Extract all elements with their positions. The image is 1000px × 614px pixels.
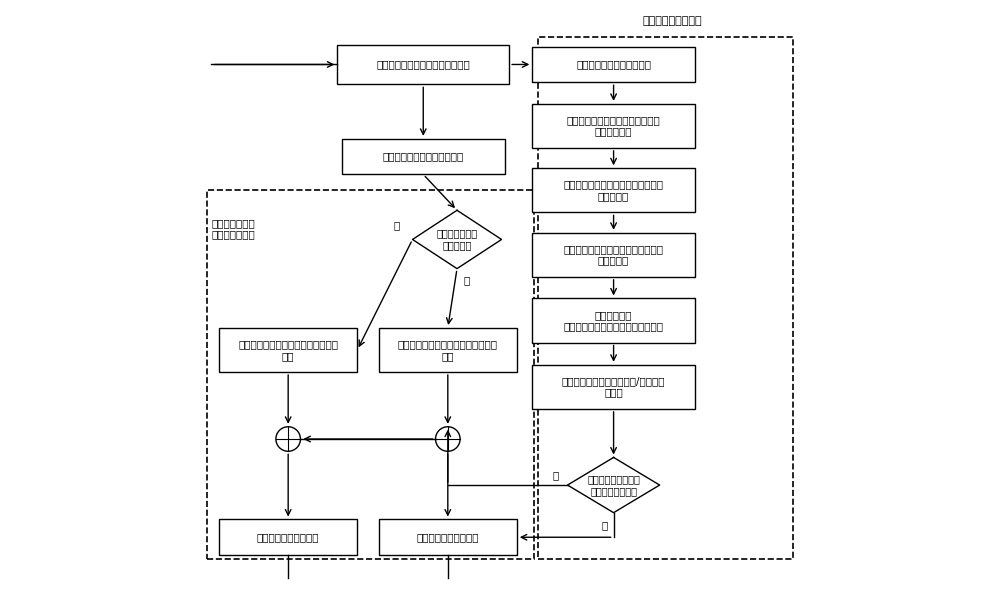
Text: 控制粗瞄机构进行跟踪: 控制粗瞄机构进行跟踪 — [417, 532, 479, 542]
Text: 计算前馈跟踪补偿量: 计算前馈跟踪补偿量 — [642, 17, 702, 26]
Text: 是: 是 — [394, 220, 400, 230]
Text: 否: 否 — [552, 470, 558, 480]
FancyBboxPatch shape — [532, 365, 695, 409]
Text: 控制精瞄机构进行跟踪: 控制精瞄机构进行跟踪 — [257, 532, 319, 542]
FancyBboxPatch shape — [219, 519, 357, 555]
FancyBboxPatch shape — [342, 139, 505, 174]
Text: 根据光斑质心脱靶量计算粗瞄机构跟
踪量: 根据光斑质心脱靶量计算粗瞄机构跟 踪量 — [398, 339, 498, 361]
Text: 前馈跟踪矢量
由赤道坐标系转换到卫星轨道坐标系: 前馈跟踪矢量 由赤道坐标系转换到卫星轨道坐标系 — [564, 309, 664, 332]
FancyBboxPatch shape — [337, 45, 509, 85]
Text: 否: 否 — [463, 275, 469, 285]
Text: 双星轨道信息数据实时外推: 双星轨道信息数据实时外推 — [576, 60, 651, 69]
FancyBboxPatch shape — [532, 168, 695, 212]
FancyBboxPatch shape — [532, 298, 695, 343]
FancyBboxPatch shape — [532, 104, 695, 148]
FancyBboxPatch shape — [379, 519, 517, 555]
Text: 推算跟踪时延下的近焦点坐标系的
双星位置向量: 推算跟踪时延下的近焦点坐标系的 双星位置向量 — [567, 115, 660, 137]
Text: 光斑质心是否在
精跟踪窗内: 光斑质心是否在 精跟踪窗内 — [436, 228, 478, 251]
Text: 向量相减，得到赤道坐标系下双星前
馈跟踪矢量: 向量相减，得到赤道坐标系下双星前 馈跟踪矢量 — [564, 244, 664, 266]
Text: 是: 是 — [601, 520, 607, 530]
FancyBboxPatch shape — [532, 47, 695, 82]
Text: 双星位置向量由近焦点坐标系转换到
赤道坐标系: 双星位置向量由近焦点坐标系转换到 赤道坐标系 — [564, 179, 664, 201]
Text: 前馈补偿量是否小于
粗瞄单元控制精度: 前馈补偿量是否小于 粗瞄单元控制精度 — [587, 474, 640, 496]
Text: 计算得到双星前馈跟踪俯仰/方位角度
补偿量: 计算得到双星前馈跟踪俯仰/方位角度 补偿量 — [562, 376, 665, 398]
FancyBboxPatch shape — [532, 233, 695, 277]
Text: 获取光斑质心位置和双星轨道信息: 获取光斑质心位置和双星轨道信息 — [376, 60, 470, 69]
FancyBboxPatch shape — [219, 328, 357, 372]
Text: 判断光斑质心在跟踪窗内位置: 判断光斑质心在跟踪窗内位置 — [383, 152, 464, 161]
Text: 根据光斑质心脱靶量计算精瞄机构跟
踪量: 根据光斑质心脱靶量计算精瞄机构跟 踪量 — [238, 339, 338, 361]
Text: 根据光斑质心脱
靶量计算控制量: 根据光斑质心脱 靶量计算控制量 — [211, 218, 255, 239]
FancyBboxPatch shape — [379, 328, 517, 372]
